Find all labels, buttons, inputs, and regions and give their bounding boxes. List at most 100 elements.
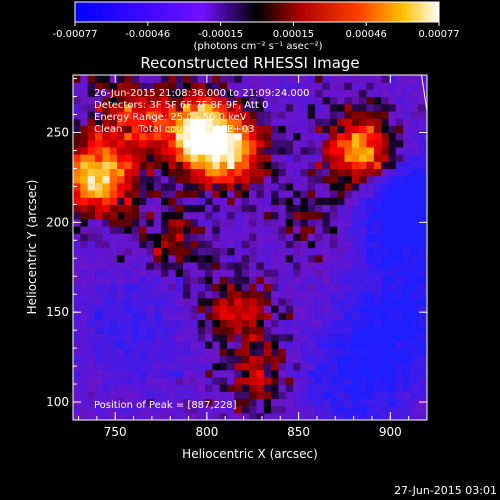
heatmap-cell [131,269,140,277]
heatmap-cell [337,297,346,306]
heatmap-cell [366,254,375,263]
heatmap-cell [109,376,118,385]
heatmap-cell [197,139,206,148]
heatmap-cell [366,319,375,328]
heatmap-cell [263,305,272,313]
heatmap-cell [175,190,184,198]
heatmap-cell [161,225,169,234]
heatmap-cell [337,405,346,414]
heatmap-cell [146,405,155,414]
heatmap-cell [146,326,155,335]
heatmap-cell [256,312,265,320]
heatmap-cell [293,75,302,83]
heatmap-cell [322,139,331,148]
heatmap-cell [227,283,236,292]
heatmap-cell [227,261,236,270]
heatmap-cell [403,110,412,119]
heatmap-cell [212,118,221,126]
heatmap-cell [102,297,111,306]
heatmap-cell [212,412,221,420]
heatmap-cell [388,247,397,256]
heatmap-cell [410,225,419,234]
heatmap-cell [425,132,427,141]
heatmap-cell [249,247,258,256]
heatmap-cell [168,247,177,256]
heatmap-cell [307,297,316,306]
heatmap-cell [80,96,89,105]
heatmap-cell [124,391,133,400]
heatmap-cell [278,333,287,342]
heatmap-cell [322,240,331,249]
heatmap-cell [80,146,89,155]
heatmap-cell [205,312,213,320]
heatmap-cell [322,168,331,177]
heatmap-cell [109,412,118,420]
heatmap-cell [131,362,140,371]
heatmap-cell [263,96,272,105]
heatmap-cell [197,348,206,356]
heatmap-cell [359,247,368,256]
heatmap-cell [417,391,426,400]
heatmap-cell [249,240,258,249]
heatmap-cell [388,355,397,364]
heatmap-cell [95,110,103,119]
heatmap-cell [410,132,419,141]
heatmap-cell [351,168,360,177]
heatmap-cell [241,247,250,256]
heatmap-cell [359,96,368,105]
heatmap-cell [249,312,258,320]
heatmap-cell [197,333,206,342]
heatmap-cell [219,276,228,285]
heatmap-cell [315,82,324,90]
heatmap-cell [388,283,397,292]
heatmap-cell [249,204,258,213]
heatmap-cell [381,82,390,90]
heatmap-cell [175,305,184,313]
heatmap-cell [322,297,331,306]
heatmap-cell [329,333,338,342]
heatmap-cell [212,355,221,364]
heatmap-cell [322,326,331,335]
heatmap-cell [307,161,316,170]
heatmap-cell [153,225,162,234]
heatmap-cell [388,362,397,371]
heatmap-cell [109,247,118,256]
heatmap-cell [124,319,133,328]
heatmap-cell [395,168,404,177]
heatmap-cell [388,297,397,306]
heatmap-cell [124,139,133,148]
heatmap-cell [263,319,272,328]
heatmap-cell [256,384,265,392]
heatmap-cell [388,75,397,83]
heatmap-cell [241,391,250,400]
heatmap-cell [117,340,125,349]
heatmap-cell [73,225,81,234]
heatmap-cell [285,405,294,414]
heatmap-cell [300,240,309,249]
heatmap-cell [366,175,375,184]
heatmap-cell [381,225,390,234]
heatmap-cell [256,132,265,141]
heatmap-cell [395,369,404,378]
heatmap-cell [307,190,316,198]
heatmap-cell [351,283,360,292]
heatmap-cell [410,305,419,313]
heatmap-cell [337,276,346,285]
heatmap-cell [395,247,404,256]
heatmap-cell [366,218,375,227]
heatmap-cell [146,233,155,241]
heatmap-cell [315,369,324,378]
heatmap-cell [241,319,250,328]
heatmap-cell [227,110,236,119]
heatmap-cell [146,355,155,364]
heatmap-cell [95,154,103,162]
heatmap-cell [256,240,265,249]
heatmap-cell [102,82,111,90]
heatmap-cell [131,376,140,385]
heatmap-cell [219,333,228,342]
heatmap-cell [80,75,89,83]
heatmap-cell [329,233,338,241]
heatmap-cell [344,398,353,407]
heatmap-cell [278,168,287,177]
heatmap-cell [190,254,199,263]
